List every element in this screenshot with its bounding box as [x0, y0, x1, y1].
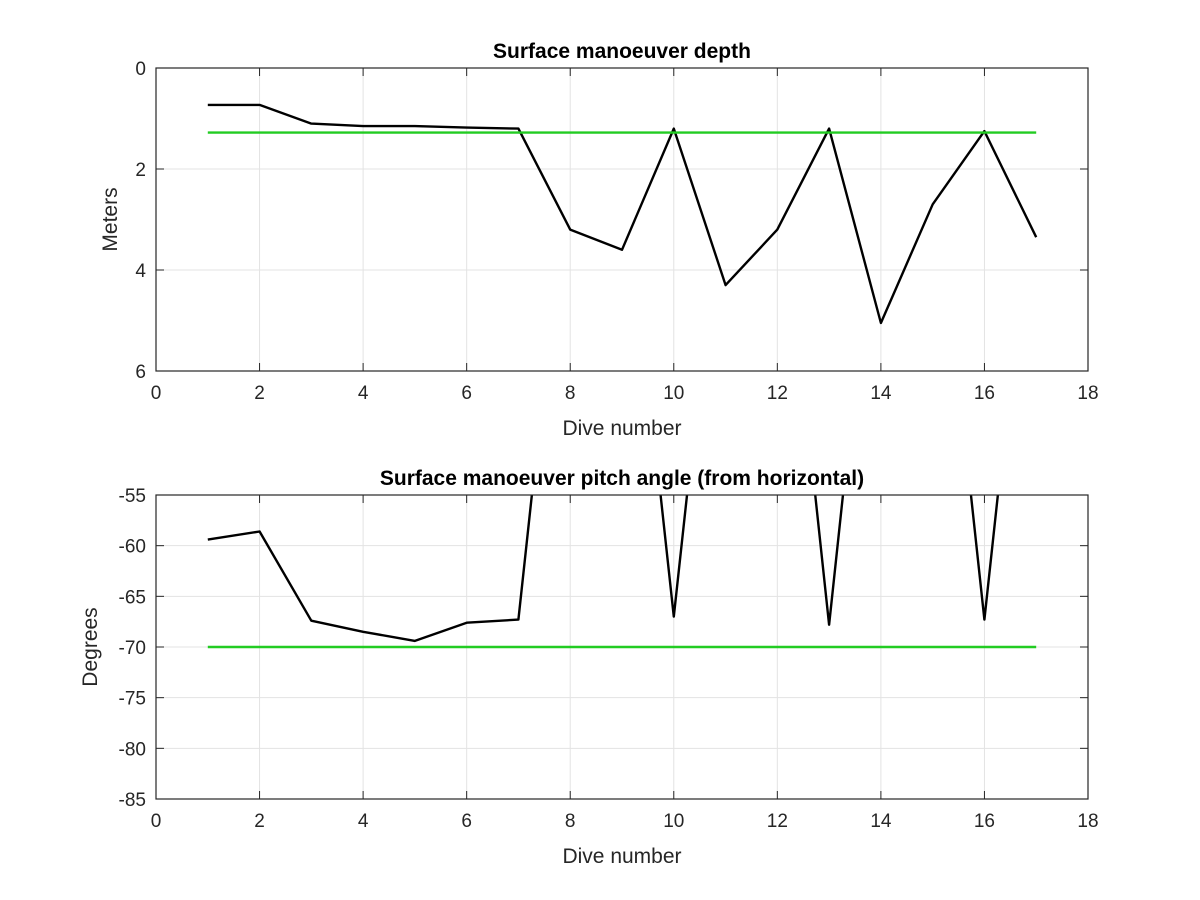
depth-x-tick-label: 12 [767, 383, 788, 404]
depth-x-tick-label: 10 [663, 383, 684, 404]
depth-chart-title: Surface manoeuver depth [493, 40, 751, 63]
depth-x-tick-label: 2 [254, 383, 265, 404]
depth-x-tick-label: 6 [461, 383, 472, 404]
pitch-y-tick-label: -55 [119, 486, 146, 507]
depth-plot-frame [155, 67, 1089, 372]
pitch-y-tick-label: -85 [119, 790, 146, 811]
pitch-ticks: 0 2 4 6 8 10 12 14 16 18 -55 -60 -65 -70 -75 -80 -85 [119, 486, 1099, 832]
depth-measured-series-line [207, 103, 1038, 325]
depth-series-group [207, 103, 1038, 325]
depth-y-axis-label: Meters [99, 187, 122, 251]
pitch-x-tick-label: 2 [254, 811, 265, 832]
pitch-x-axis-label: Dive number [562, 845, 681, 868]
pitch-y-axis-label: Degrees [79, 607, 102, 686]
depth-plot: 0 2 4 6 8 10 12 14 16 18 0 2 4 6 Surface manoeuver de… [99, 40, 1099, 440]
pitch-x-tick-label: 8 [565, 811, 576, 832]
depth-x-tick-label: 4 [358, 383, 369, 404]
pitch-y-tick-label: -80 [119, 739, 146, 760]
depth-y-tick-label: 4 [135, 261, 146, 282]
depth-plot-area [156, 68, 1088, 371]
depth-y-tick-label: 0 [135, 59, 146, 80]
pitch-x-tick-label: 18 [1077, 811, 1098, 832]
depth-ticks: 0 2 4 6 8 10 12 14 16 18 0 2 4 6 [135, 59, 1098, 404]
pitch-chart-title: Surface manoeuver pitch angle (from hori… [380, 467, 864, 490]
depth-y-tick-label: 2 [135, 160, 146, 181]
depth-y-tick-label: 6 [135, 362, 146, 383]
pitch-x-tick-label: 10 [663, 811, 684, 832]
pitch-x-tick-label: 16 [974, 811, 995, 832]
pitch-y-tick-label: -75 [119, 689, 146, 710]
pitch-plot: 0 2 4 6 8 10 12 14 16 18 -55 -60 -65 -70 -75 -80 -85 Sur… [79, 467, 1099, 868]
depth-x-tick-label: 16 [974, 383, 995, 404]
depth-x-axis-label: Dive number [562, 417, 681, 440]
pitch-x-tick-label: 4 [358, 811, 369, 832]
pitch-x-tick-label: 0 [151, 811, 162, 832]
pitch-x-tick-label: 12 [767, 811, 788, 832]
depth-x-tick-label: 18 [1077, 383, 1098, 404]
depth-x-tick-label: 0 [151, 383, 162, 404]
pitch-series-group [207, 495, 1037, 649]
depth-x-tick-label: 14 [870, 383, 892, 404]
pitch-y-tick-label: -60 [119, 537, 146, 558]
depth-x-tick-label: 8 [565, 383, 576, 404]
pitch-measured-series-line [207, 495, 1000, 643]
pitch-x-tick-label: 6 [461, 811, 472, 832]
pitch-y-tick-label: -70 [119, 638, 146, 659]
pitch-x-tick-label: 14 [870, 811, 892, 832]
pitch-y-tick-label: -65 [119, 587, 146, 608]
